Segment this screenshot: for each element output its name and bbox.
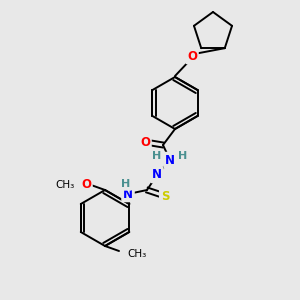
Text: H: H	[178, 151, 188, 161]
Text: S: S	[161, 190, 169, 202]
Text: O: O	[187, 50, 197, 62]
Text: CH₃: CH₃	[56, 180, 75, 190]
Text: N: N	[123, 188, 133, 200]
Text: H: H	[122, 179, 130, 189]
Text: N: N	[165, 154, 175, 166]
Text: O: O	[140, 136, 150, 148]
Text: H: H	[152, 151, 162, 161]
Text: CH₃: CH₃	[127, 249, 146, 259]
Text: O: O	[81, 178, 91, 191]
Text: N: N	[152, 169, 162, 182]
